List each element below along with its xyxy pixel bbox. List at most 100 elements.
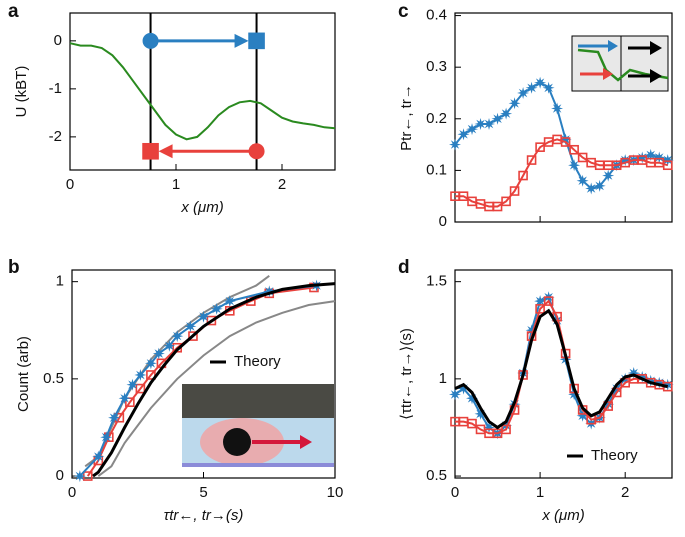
marker: [491, 112, 504, 125]
marker: [197, 310, 210, 323]
x-tick-label: 1: [536, 484, 544, 501]
marker: [501, 424, 511, 435]
marker: [474, 118, 487, 130]
marker: [518, 170, 528, 181]
plot-frame: [454, 269, 673, 479]
marker: [653, 151, 666, 164]
marker: [509, 186, 520, 196]
marker: [483, 118, 495, 130]
marker: [248, 32, 265, 50]
plot-frame: [69, 12, 336, 171]
inset-c: [571, 35, 669, 92]
marker: [248, 143, 265, 160]
series-line: [69, 42, 336, 141]
y-axis-label: Count (arb): [15, 336, 32, 412]
series-line: [454, 308, 669, 430]
marker: [569, 144, 579, 155]
marker: [576, 174, 589, 187]
y-tick-label: 0: [439, 213, 447, 230]
plot-frame: [454, 12, 673, 223]
marker: [593, 179, 606, 192]
marker: [602, 169, 615, 182]
x-tick-label: 0: [451, 484, 459, 501]
marker: [118, 392, 131, 405]
y-tick-label: 1: [56, 273, 64, 290]
x-axis-label: x (μm): [541, 507, 584, 524]
y-tick-label: 0.1: [426, 161, 447, 178]
marker: [449, 388, 461, 401]
marker: [108, 411, 121, 424]
marker: [92, 450, 105, 463]
marker: [492, 201, 503, 212]
arrow-head: [234, 33, 249, 48]
marker: [500, 107, 513, 120]
marker: [467, 418, 477, 429]
y-tick-label: 0.5: [426, 467, 447, 484]
y-axis-label: U (kBT): [13, 66, 30, 118]
marker: [134, 369, 147, 381]
marker: [501, 196, 511, 207]
y-tick-label: 1.5: [426, 273, 447, 290]
marker: [508, 97, 521, 110]
x-axis-label: x (μm): [180, 199, 223, 216]
panel-letter: d: [398, 257, 410, 278]
marker: [184, 320, 197, 333]
legend-label: Theory: [591, 447, 638, 464]
marker: [144, 357, 157, 370]
x-tick-label: 10: [327, 484, 344, 501]
series-line: [455, 138, 668, 208]
marker: [142, 32, 159, 49]
marker: [542, 81, 555, 94]
marker: [152, 347, 165, 360]
marker: [661, 378, 674, 391]
marker: [73, 470, 86, 483]
y-tick-label: -2: [49, 128, 62, 145]
panel-letter: a: [8, 1, 19, 22]
marker: [457, 128, 470, 141]
marker: [223, 295, 236, 308]
x-tick-label: 0: [66, 176, 74, 193]
x-tick-label: 2: [621, 484, 629, 501]
marker: [662, 160, 673, 171]
marker: [100, 431, 113, 444]
marker: [525, 81, 538, 94]
x-tick-label: 2: [278, 176, 286, 193]
marker: [210, 302, 223, 315]
y-tick-label: 0.2: [426, 110, 447, 127]
marker: [142, 142, 159, 160]
marker: [577, 152, 588, 163]
marker: [543, 296, 554, 306]
y-tick-label: 0.4: [426, 7, 447, 24]
marker: [585, 182, 598, 195]
series-line: [97, 300, 336, 477]
legend-label: Theory: [234, 353, 281, 370]
panel-letter: c: [398, 1, 409, 22]
marker: [535, 142, 545, 152]
marker: [163, 339, 176, 352]
arrow-head: [158, 144, 173, 159]
x-tick-label: 1: [172, 176, 180, 193]
y-axis-label: Ptr←, tr→: [398, 84, 415, 151]
marker: [526, 155, 537, 165]
series-line: [86, 286, 315, 477]
y-tick-label: 1: [439, 370, 447, 387]
marker: [126, 378, 139, 391]
y-tick-label: 0.5: [43, 370, 64, 387]
marker: [171, 330, 184, 343]
marker: [594, 412, 605, 423]
marker: [661, 154, 674, 167]
inset-b: [182, 384, 334, 467]
y-tick-label: -1: [49, 80, 62, 97]
y-axis-label: ⟨τtr←, tr→⟩(s): [398, 328, 415, 420]
marker: [559, 133, 572, 146]
marker: [535, 304, 545, 314]
marker: [560, 137, 571, 147]
marker: [534, 76, 547, 89]
y-tick-label: 0.3: [426, 58, 447, 75]
series-line: [92, 282, 336, 478]
marker: [458, 191, 469, 201]
marker: [551, 102, 564, 115]
x-tick-label: 0: [68, 484, 76, 501]
marker: [188, 331, 198, 341]
